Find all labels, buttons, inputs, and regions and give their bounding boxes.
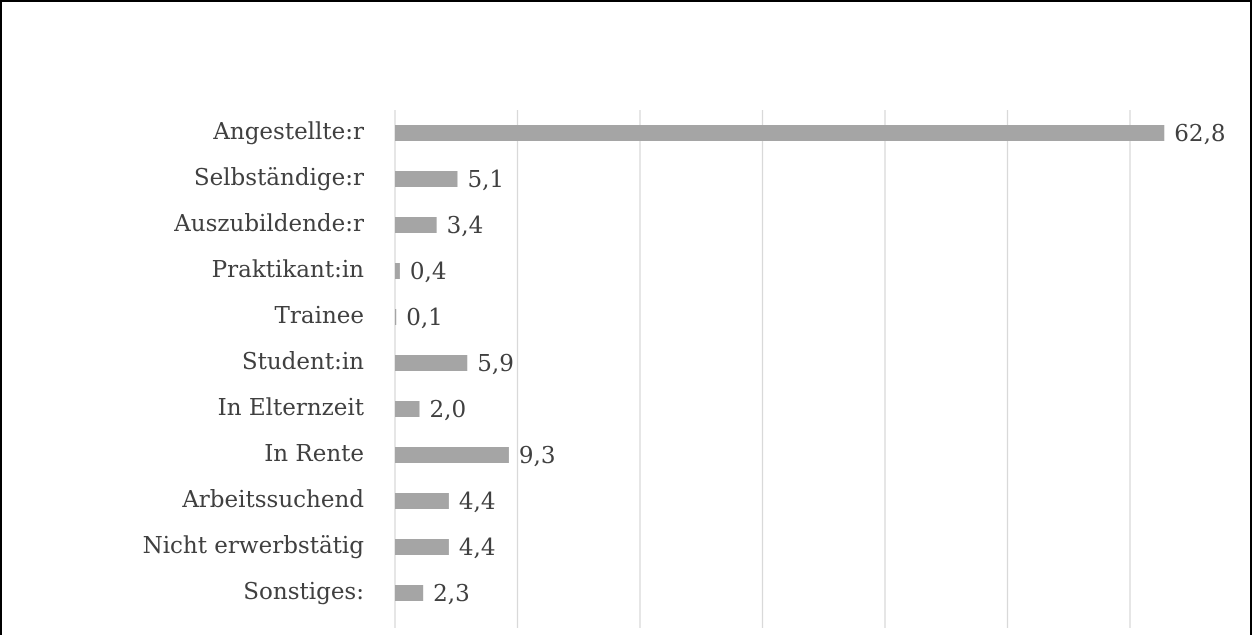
y-tick-label: Arbeitssuchend bbox=[181, 487, 364, 513]
y-tick-label: Nicht erwerbstätig bbox=[143, 533, 365, 559]
bar bbox=[395, 493, 449, 509]
y-tick-label: Auszubildende:r bbox=[173, 211, 364, 237]
bar bbox=[395, 539, 449, 555]
value-label: 0,4 bbox=[410, 259, 447, 285]
y-tick-label: Selbständige:r bbox=[194, 165, 364, 191]
y-tick-label: Trainee bbox=[275, 303, 364, 329]
bar bbox=[395, 217, 437, 233]
bar bbox=[395, 309, 397, 325]
bar bbox=[395, 585, 424, 601]
value-label: 0,1 bbox=[406, 305, 443, 331]
value-label: 3,4 bbox=[447, 213, 484, 239]
bar bbox=[395, 401, 420, 417]
value-label: 9,3 bbox=[519, 443, 556, 469]
value-label: 2,3 bbox=[433, 581, 470, 607]
value-label: 4,4 bbox=[459, 489, 496, 515]
value-label: 5,1 bbox=[467, 167, 504, 193]
value-label: 2,0 bbox=[430, 397, 467, 423]
y-tick-label: In Rente bbox=[264, 441, 364, 467]
y-tick-label: In Elternzeit bbox=[218, 395, 365, 421]
y-tick-label: Student:in bbox=[242, 349, 364, 375]
value-label: 62,8 bbox=[1174, 121, 1225, 147]
value-label: 4,4 bbox=[459, 535, 496, 561]
bar bbox=[395, 447, 509, 463]
y-tick-label: Sonstiges: bbox=[243, 579, 364, 605]
marks: Angestellte:r 62,8 Selbständige:r 5,1 Auszub… bbox=[143, 119, 1226, 607]
bar bbox=[395, 355, 468, 371]
y-tick-label: Angestellte:r bbox=[212, 119, 364, 145]
value-label: 5,9 bbox=[477, 351, 514, 377]
bar bbox=[395, 171, 458, 187]
bar bbox=[395, 263, 400, 279]
bar bbox=[395, 125, 1165, 141]
y-tick-label: Praktikant:in bbox=[212, 257, 365, 283]
